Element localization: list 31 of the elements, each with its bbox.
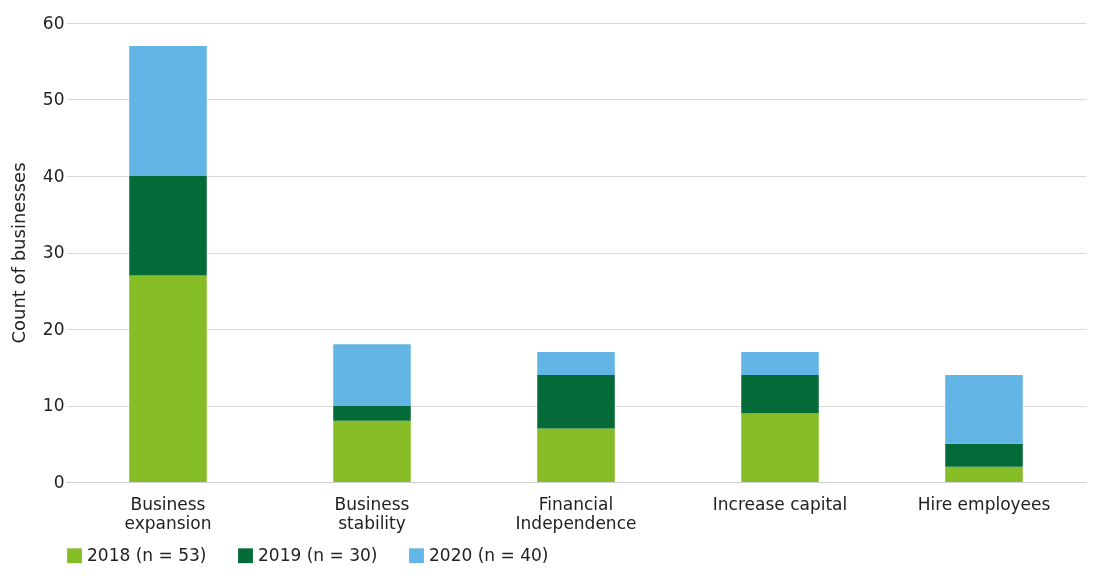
legend-label: 2018 (n = 53) [87,544,207,565]
y-tick-label: 30 [42,242,65,262]
y-tick-label: 50 [42,89,65,109]
x-tick-label: Increase capital [712,493,848,514]
x-tick-label: Business stability [334,493,410,533]
bar [945,466,1023,482]
bar [129,45,207,176]
bar [333,344,411,406]
legend-label: 2020 (n = 40) [429,544,549,565]
bar [129,176,207,276]
bar [945,443,1023,467]
bar [537,428,615,482]
y-tick-label: 20 [42,318,65,339]
y-tick-label: 60 [42,12,65,33]
bar [333,420,411,482]
bar [129,275,207,482]
x-tick-label: Financial Independence [515,493,637,533]
y-axis-title: Count of businesses [7,162,29,344]
y-tick-label: 0 [53,471,65,492]
y-tick-label: 40 [42,165,65,186]
bar [537,374,615,429]
bar [537,351,615,375]
bar [333,405,411,421]
x-tick-label: Business expansion [124,493,212,533]
bar [945,374,1023,444]
bar [741,413,819,482]
x-tick-label: Hire employees [917,493,1051,514]
y-tick-label: 10 [42,395,65,415]
bar [741,351,819,375]
legend-label: 2019 (n = 30) [258,544,378,565]
bar [741,374,819,414]
